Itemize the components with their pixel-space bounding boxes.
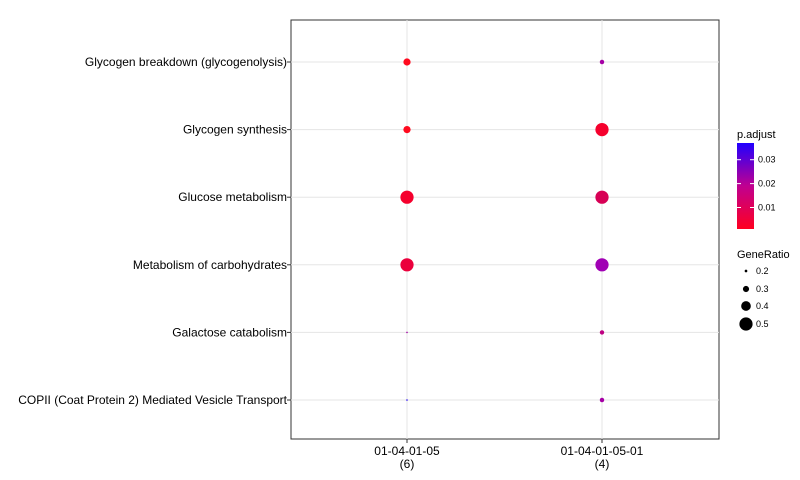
- colorbar-tick-label: 0.03: [758, 155, 776, 165]
- data-point: [599, 59, 605, 65]
- colorbar-tick-label: 0.02: [758, 179, 776, 189]
- y-tick-label: COPII (Coat Protein 2) Mediated Vesicle …: [18, 393, 287, 407]
- y-tick-label: Galactose catabolism: [172, 325, 287, 339]
- legend-p-adjust: p.adjust 0.03 0.02 0.01: [737, 129, 776, 229]
- x-tick-label: 01-04-01-05: [374, 444, 440, 458]
- size-legend-label: 0.2: [756, 266, 769, 276]
- x-axis: 01-04-01-05(6) 01-04-01-05-01(4): [374, 439, 644, 471]
- x-tick-count: (4): [595, 457, 610, 471]
- data-point: [599, 330, 605, 335]
- legend-p-adjust-ticks: 0.03 0.02 0.01: [737, 155, 776, 213]
- y-tick-label: Glycogen synthesis: [183, 123, 287, 137]
- data-point: [595, 122, 609, 137]
- y-axis: Glycogen breakdown (glycogenolysis) Glyco…: [18, 55, 291, 407]
- size-legend-label: 0.5: [756, 319, 769, 329]
- x-tick-count: (6): [400, 457, 415, 471]
- legend-p-adjust-title: p.adjust: [737, 129, 776, 141]
- data-point: [403, 58, 411, 66]
- legend-gene-ratio-entries: 0.2 0.3 0.4 0.5: [739, 266, 769, 331]
- size-legend-label: 0.4: [756, 301, 769, 311]
- data-point: [400, 190, 414, 204]
- data-point: [595, 190, 609, 204]
- size-legend-dot: [742, 285, 750, 293]
- y-tick-label: Metabolism of carbohydrates: [133, 258, 287, 272]
- plot-background: [290, 19, 720, 440]
- size-legend-dot: [741, 301, 751, 311]
- size-legend-dot: [739, 317, 753, 331]
- data-point: [595, 258, 609, 272]
- grid-lines: [291, 20, 719, 439]
- legend-gene-ratio: GeneRatio 0.2 0.3 0.4 0.5: [737, 249, 790, 331]
- plot-panel: [290, 19, 720, 440]
- data-points: [400, 58, 609, 403]
- data-point: [406, 331, 408, 334]
- data-point: [406, 399, 408, 401]
- data-point: [403, 125, 411, 134]
- y-tick-label: Glucose metabolism: [178, 190, 287, 204]
- x-tick-label: 01-04-01-05-01: [561, 444, 644, 458]
- data-point: [400, 258, 414, 272]
- legend-gene-ratio-title: GeneRatio: [737, 249, 790, 261]
- colorbar-tick-label: 0.01: [758, 203, 776, 213]
- data-point: [599, 397, 605, 403]
- size-legend-label: 0.3: [756, 284, 769, 294]
- y-tick-label: Glycogen breakdown (glycogenolysis): [85, 55, 287, 69]
- legend-p-adjust-colorbar: [737, 143, 754, 229]
- size-legend-dot: [744, 269, 748, 273]
